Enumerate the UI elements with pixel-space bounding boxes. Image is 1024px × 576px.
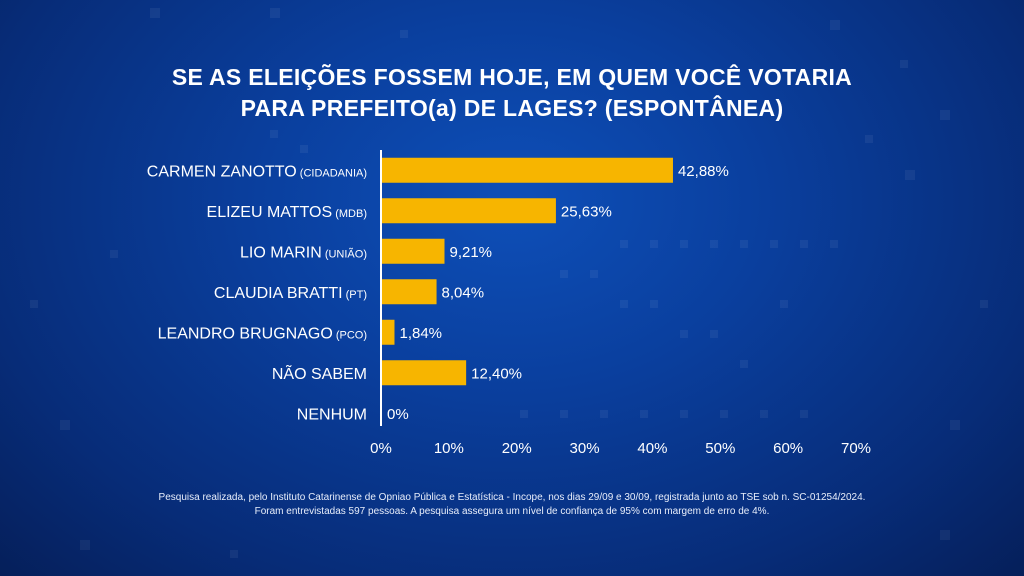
bar-value-label: 8,04% <box>442 284 485 301</box>
chart-title: SE AS ELEIÇÕES FOSSEM HOJE, EM QUEM VOCÊ… <box>0 62 1024 124</box>
x-tick-label: 10% <box>434 440 464 457</box>
chart-title-line-2: PARA PREFEITO(a) DE LAGES? (ESPONTÂNEA) <box>240 95 784 121</box>
chart-title-line-1: SE AS ELEIÇÕES FOSSEM HOJE, EM QUEM VOCÊ… <box>171 64 853 90</box>
category-party: (MDB) <box>332 208 367 220</box>
footnote-line-1: Pesquisa realizada, pelo Instituto Catar… <box>158 492 866 503</box>
x-tick-label: 70% <box>841 440 871 457</box>
bar <box>382 279 437 305</box>
x-tick-label: 20% <box>502 440 532 457</box>
bar <box>382 238 445 264</box>
footnote-line-2: Foram entrevistadas 597 pessoas. A pesqu… <box>254 506 770 517</box>
footnote: Pesquisa realizada, pelo Instituto Catar… <box>0 491 1024 519</box>
x-tick-label: 0% <box>370 440 392 457</box>
category-name: NÃO SABEM <box>272 363 367 383</box>
category-name: CARMEN ZANOTTO <box>147 163 297 180</box>
x-tick-label: 40% <box>637 440 667 457</box>
category-label: ELIZEU MATTOS (MDB) <box>207 204 367 221</box>
bar <box>382 198 556 224</box>
bar-value-label: 1,84% <box>399 325 442 342</box>
x-tick-label: 60% <box>773 440 803 457</box>
category-label: NÃO SABEM <box>272 363 367 383</box>
category-label: NENHUM <box>297 406 367 423</box>
bar-value-label: 0% <box>387 406 409 423</box>
bar-value-label: 42,88% <box>678 163 729 180</box>
bar-value-label: 9,21% <box>449 244 492 261</box>
category-label: CLAUDIA BRATTI (PT) <box>214 285 367 302</box>
category-name: CLAUDIA BRATTI <box>214 285 343 302</box>
category-party: (PCO) <box>333 329 367 341</box>
category-party: (CIDADANIA) <box>297 167 367 179</box>
category-party: (PT) <box>343 289 367 301</box>
category-name: LEANDRO BRUGNAGO <box>158 325 333 342</box>
category-name: LIO MARIN <box>240 244 322 261</box>
bar <box>382 157 673 183</box>
x-tick-label: 50% <box>705 440 735 457</box>
bar <box>382 319 395 345</box>
bar-value-label: 12,40% <box>471 365 522 382</box>
category-label: CARMEN ZANOTTO (CIDADANIA) <box>147 163 367 180</box>
category-label: LIO MARIN (UNIÃO) <box>240 244 367 261</box>
category-name: NENHUM <box>297 406 367 423</box>
x-tick-label: 30% <box>570 440 600 457</box>
bar-value-label: 25,63% <box>561 203 612 220</box>
category-label: LEANDRO BRUGNAGO (PCO) <box>158 325 367 342</box>
category-party: (UNIÃO) <box>322 247 367 260</box>
bar <box>382 360 467 386</box>
category-name: ELIZEU MATTOS <box>207 204 333 221</box>
